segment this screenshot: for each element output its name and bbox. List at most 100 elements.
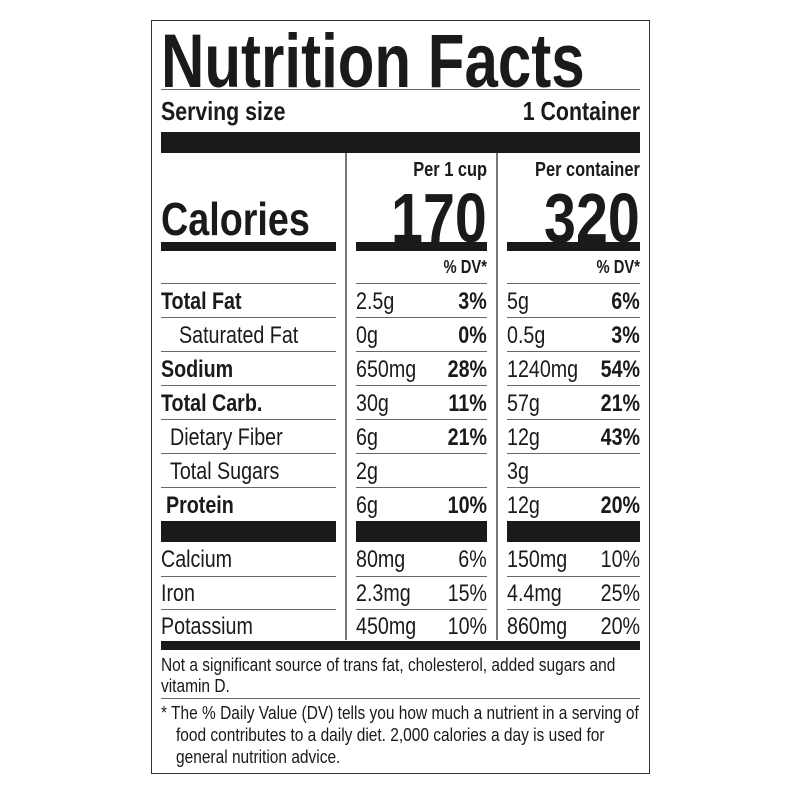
- label-title: Nutrition Facts: [161, 19, 585, 104]
- dv-per-container: 6%: [611, 288, 640, 315]
- amount-per-container: 860mg: [507, 613, 568, 640]
- row-divider: [507, 283, 640, 284]
- dv-per-container: 43%: [600, 424, 640, 451]
- amount-per-container: 12g: [507, 424, 540, 451]
- dv-per-cup: 3%: [458, 288, 487, 315]
- mineral-label: Potassium: [161, 613, 253, 640]
- amount-per-cup: 80mg: [356, 546, 406, 573]
- dv-per-cup: 21%: [447, 424, 487, 451]
- amount-per-cup: 0g: [356, 322, 378, 349]
- dv-per-cup: 10%: [447, 613, 487, 640]
- dv-per-cup: 6%: [458, 546, 487, 573]
- nutrient-label: Total Carb.: [161, 390, 263, 417]
- amount-per-cup: 2.5g: [356, 288, 395, 315]
- not-significant-note-2: vitamin D.: [161, 676, 230, 696]
- thick-divider: [356, 521, 487, 542]
- row-divider: [161, 487, 336, 488]
- amount-per-container: 5g: [507, 288, 529, 315]
- row-divider: [161, 609, 336, 610]
- dv-per-container: 21%: [600, 390, 640, 417]
- nutrient-label: Dietary Fiber: [170, 424, 283, 451]
- amount-per-container: 0.5g: [507, 322, 546, 349]
- amount-per-cup: 6g: [356, 492, 378, 519]
- amount-per-container: 1240mg: [507, 356, 579, 383]
- row-divider: [356, 283, 487, 284]
- amount-per-container: 4.4mg: [507, 579, 562, 607]
- not-significant-note: Not a significant source of trans fat, c…: [161, 655, 616, 675]
- dv-per-cup: 10%: [447, 492, 487, 519]
- row-divider: [161, 317, 336, 318]
- column-header-per-container: Per container: [535, 159, 640, 181]
- nutrient-label: Total Sugars: [170, 458, 280, 485]
- divider: [161, 89, 640, 90]
- row-divider: [356, 487, 487, 488]
- dv-footnote-1: * The % Daily Value (DV) tells you how m…: [161, 703, 639, 723]
- row-divider: [507, 351, 640, 352]
- dv-per-container: 54%: [600, 356, 640, 383]
- column-divider: [496, 153, 498, 640]
- thick-divider: [161, 641, 640, 650]
- row-divider: [161, 351, 336, 352]
- row-divider: [507, 385, 640, 386]
- dv-per-cup: 11%: [448, 390, 487, 417]
- nutrient-label: Total Fat: [161, 288, 242, 315]
- thick-divider: [161, 132, 640, 153]
- calories-bar: [507, 242, 640, 251]
- row-divider: [507, 609, 640, 610]
- amount-per-cup: 2.3mg: [356, 579, 411, 607]
- amount-per-cup: 2g: [356, 458, 378, 485]
- dv-per-container: 25%: [600, 579, 640, 607]
- dv-footnote-2: food contributes to a daily diet. 2,000 …: [176, 725, 605, 745]
- row-divider: [507, 453, 640, 454]
- dv-per-cup: 15%: [447, 579, 487, 607]
- row-divider: [507, 419, 640, 420]
- calories-per-container: 320: [544, 179, 640, 257]
- dv-footnote-3: general nutrition advice.: [176, 747, 341, 767]
- amount-per-container: 3g: [507, 458, 529, 485]
- calories-bar: [356, 242, 487, 251]
- row-divider: [507, 487, 640, 488]
- amount-per-cup: 450mg: [356, 613, 417, 640]
- column-header-per-cup: Per 1 cup: [413, 159, 487, 181]
- thick-divider: [161, 521, 336, 542]
- amount-per-cup: 650mg: [356, 356, 417, 383]
- dv-per-container: 10%: [600, 546, 640, 573]
- calories-bar: [161, 242, 336, 251]
- row-divider: [356, 351, 487, 352]
- nutrient-label: Saturated Fat: [179, 322, 299, 349]
- dv-per-cup: 0%: [458, 322, 487, 349]
- row-divider: [356, 609, 487, 610]
- amount-per-container: 150mg: [507, 546, 568, 573]
- dv-header: % DV*: [596, 257, 640, 277]
- row-divider: [507, 317, 640, 318]
- row-divider: [161, 283, 336, 284]
- row-divider: [161, 576, 336, 577]
- amount-per-cup: 6g: [356, 424, 378, 451]
- calories-per-cup: 170: [391, 179, 487, 257]
- dv-per-container: 3%: [611, 322, 640, 349]
- mineral-label: Calcium: [161, 546, 233, 573]
- dv-per-container: 20%: [600, 492, 640, 519]
- row-divider: [356, 317, 487, 318]
- row-divider: [161, 453, 336, 454]
- serving-size-value: 1 Container: [522, 96, 640, 126]
- mineral-label: Iron: [161, 579, 195, 607]
- row-divider: [356, 576, 487, 577]
- dv-per-container: 20%: [600, 613, 640, 640]
- amount-per-cup: 30g: [356, 390, 389, 417]
- calories-label: Calories: [161, 193, 310, 245]
- row-divider: [356, 419, 487, 420]
- amount-per-container: 12g: [507, 492, 540, 519]
- column-divider: [345, 153, 347, 640]
- row-divider: [507, 576, 640, 577]
- row-divider: [356, 385, 487, 386]
- row-divider: [161, 385, 336, 386]
- serving-size-label: Serving size: [161, 96, 286, 126]
- nutrient-label: Sodium: [161, 356, 234, 383]
- nutrient-label: Protein: [165, 492, 234, 519]
- dv-header: % DV*: [443, 257, 487, 277]
- row-divider: [161, 419, 336, 420]
- amount-per-container: 57g: [507, 390, 540, 417]
- divider: [161, 698, 640, 699]
- thick-divider: [507, 521, 640, 542]
